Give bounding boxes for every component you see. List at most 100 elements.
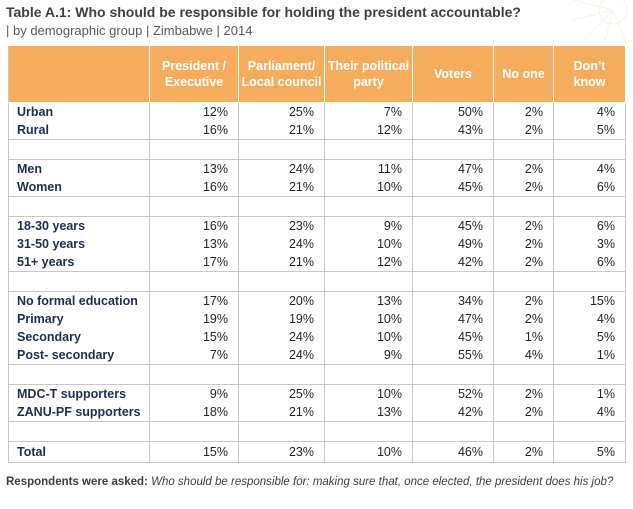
row-label: 51+ years: [8, 253, 150, 272]
spacer-cell: [412, 196, 494, 217]
table-cell: 1%: [553, 384, 626, 403]
spacer-cell: [493, 421, 554, 442]
table-row: Women 16% 21% 10% 45% 2% 6%: [8, 178, 626, 197]
row-label: Primary: [8, 310, 150, 328]
table-cell: 34%: [412, 291, 494, 310]
table-cell: 16%: [149, 216, 239, 235]
spacer-cell: [149, 196, 239, 217]
footnote: Respondents were asked: Who should be re…: [6, 475, 624, 490]
table-cell: 15%: [149, 328, 239, 346]
table-cell: 7%: [149, 346, 239, 365]
spacer-cell: [324, 421, 413, 442]
spacer-row: [8, 271, 626, 292]
spacer-cell: [238, 421, 325, 442]
table-cell: 23%: [238, 216, 325, 235]
spacer-row: [8, 421, 626, 442]
table-row: Secondary 15% 24% 10% 45% 1% 5%: [8, 328, 626, 346]
column-header: Parliament/ Local council: [238, 45, 325, 103]
row-label: Post- secondary: [8, 346, 150, 365]
table-row: 18-30 years 16% 23% 9% 45% 2% 6%: [8, 216, 626, 235]
table-cell: 24%: [238, 328, 325, 346]
spacer-cell: [149, 139, 239, 160]
spacer-cell: [8, 139, 150, 160]
row-label: ZANU-PF supporters: [8, 403, 150, 422]
table-cell: 13%: [149, 235, 239, 253]
sun-watermark-icon: [572, 0, 629, 49]
table-cell: 2%: [493, 159, 554, 178]
spacer-cell: [553, 271, 626, 292]
table-cell: 23%: [238, 441, 325, 463]
spacer-cell: [412, 364, 494, 385]
spacer-cell: [238, 196, 325, 217]
spacer-cell: [412, 421, 494, 442]
column-header: Their political party: [324, 45, 413, 103]
table-cell: 24%: [238, 235, 325, 253]
table-cell: 42%: [412, 253, 494, 272]
table-header: President / Executive Parliament/ Local c…: [8, 45, 626, 103]
spacer-row: [8, 139, 626, 160]
table-cell: 43%: [412, 121, 494, 140]
header-blank: [8, 45, 150, 103]
table-cell: 19%: [238, 310, 325, 328]
table-row: Urban 12% 25% 7% 50% 2% 4%: [8, 102, 626, 121]
footnote-question: Who should be responsible for: making su…: [147, 476, 614, 488]
spacer-cell: [149, 421, 239, 442]
table-subtitle: | by demographic group | Zimbabwe | 2014: [6, 23, 253, 38]
table-cell: 17%: [149, 291, 239, 310]
table-cell: 15%: [149, 441, 239, 463]
total-row: Total 15% 23% 10% 46% 2% 5%: [8, 441, 626, 463]
table-cell: 11%: [324, 159, 413, 178]
table-cell: 4%: [553, 403, 626, 422]
table-cell: 9%: [324, 216, 413, 235]
table-cell: 10%: [324, 328, 413, 346]
table-cell: 19%: [149, 310, 239, 328]
row-label: Secondary: [8, 328, 150, 346]
table-cell: 5%: [553, 328, 626, 346]
table-row: Primary 19% 19% 10% 47% 2% 4%: [8, 310, 626, 328]
table-cell: 24%: [238, 159, 325, 178]
table-cell: 2%: [493, 310, 554, 328]
header-row: President / Executive Parliament/ Local c…: [8, 45, 626, 103]
column-header: President / Executive: [149, 45, 239, 103]
spacer-cell: [553, 364, 626, 385]
spacer-cell: [149, 271, 239, 292]
spacer-cell: [493, 271, 554, 292]
table-cell: 10%: [324, 178, 413, 197]
row-label: MDC-T supporters: [8, 384, 150, 403]
table-cell: 21%: [238, 253, 325, 272]
row-label: Women: [8, 178, 150, 197]
spacer-cell: [238, 364, 325, 385]
table-cell: 55%: [412, 346, 494, 365]
table-cell: 2%: [493, 441, 554, 463]
table-cell: 13%: [324, 403, 413, 422]
table-cell: 20%: [238, 291, 325, 310]
table-cell: 13%: [149, 159, 239, 178]
table-cell: 2%: [493, 253, 554, 272]
table-row: ZANU-PF supporters 18% 21% 13% 42% 2% 4%: [8, 403, 626, 422]
table-cell: 2%: [493, 121, 554, 140]
table-cell: 4%: [493, 346, 554, 365]
table-cell: 45%: [412, 328, 494, 346]
table-cell: 4%: [553, 159, 626, 178]
row-label: Rural: [8, 121, 150, 140]
table-cell: 6%: [553, 253, 626, 272]
row-label: Men: [8, 159, 150, 178]
spacer-cell: [8, 364, 150, 385]
table-cell: 10%: [324, 441, 413, 463]
table-row: 31-50 years 13% 24% 10% 49% 2% 3%: [8, 235, 626, 253]
table-cell: 9%: [324, 346, 413, 365]
spacer-cell: [553, 139, 626, 160]
table-row: 51+ years 17% 21% 12% 42% 2% 6%: [8, 253, 626, 272]
table-row: Rural 16% 21% 12% 43% 2% 5%: [8, 121, 626, 140]
table-cell: 5%: [553, 441, 626, 463]
table-cell: 52%: [412, 384, 494, 403]
table-cell: 45%: [412, 178, 494, 197]
row-label: 18-30 years: [8, 216, 150, 235]
spacer-cell: [493, 139, 554, 160]
table-cell: 16%: [149, 121, 239, 140]
spacer-cell: [553, 421, 626, 442]
table-cell: 2%: [493, 216, 554, 235]
table-cell: 12%: [324, 121, 413, 140]
footnote-lead: Respondents were asked:: [6, 476, 148, 488]
table-cell: 10%: [324, 235, 413, 253]
